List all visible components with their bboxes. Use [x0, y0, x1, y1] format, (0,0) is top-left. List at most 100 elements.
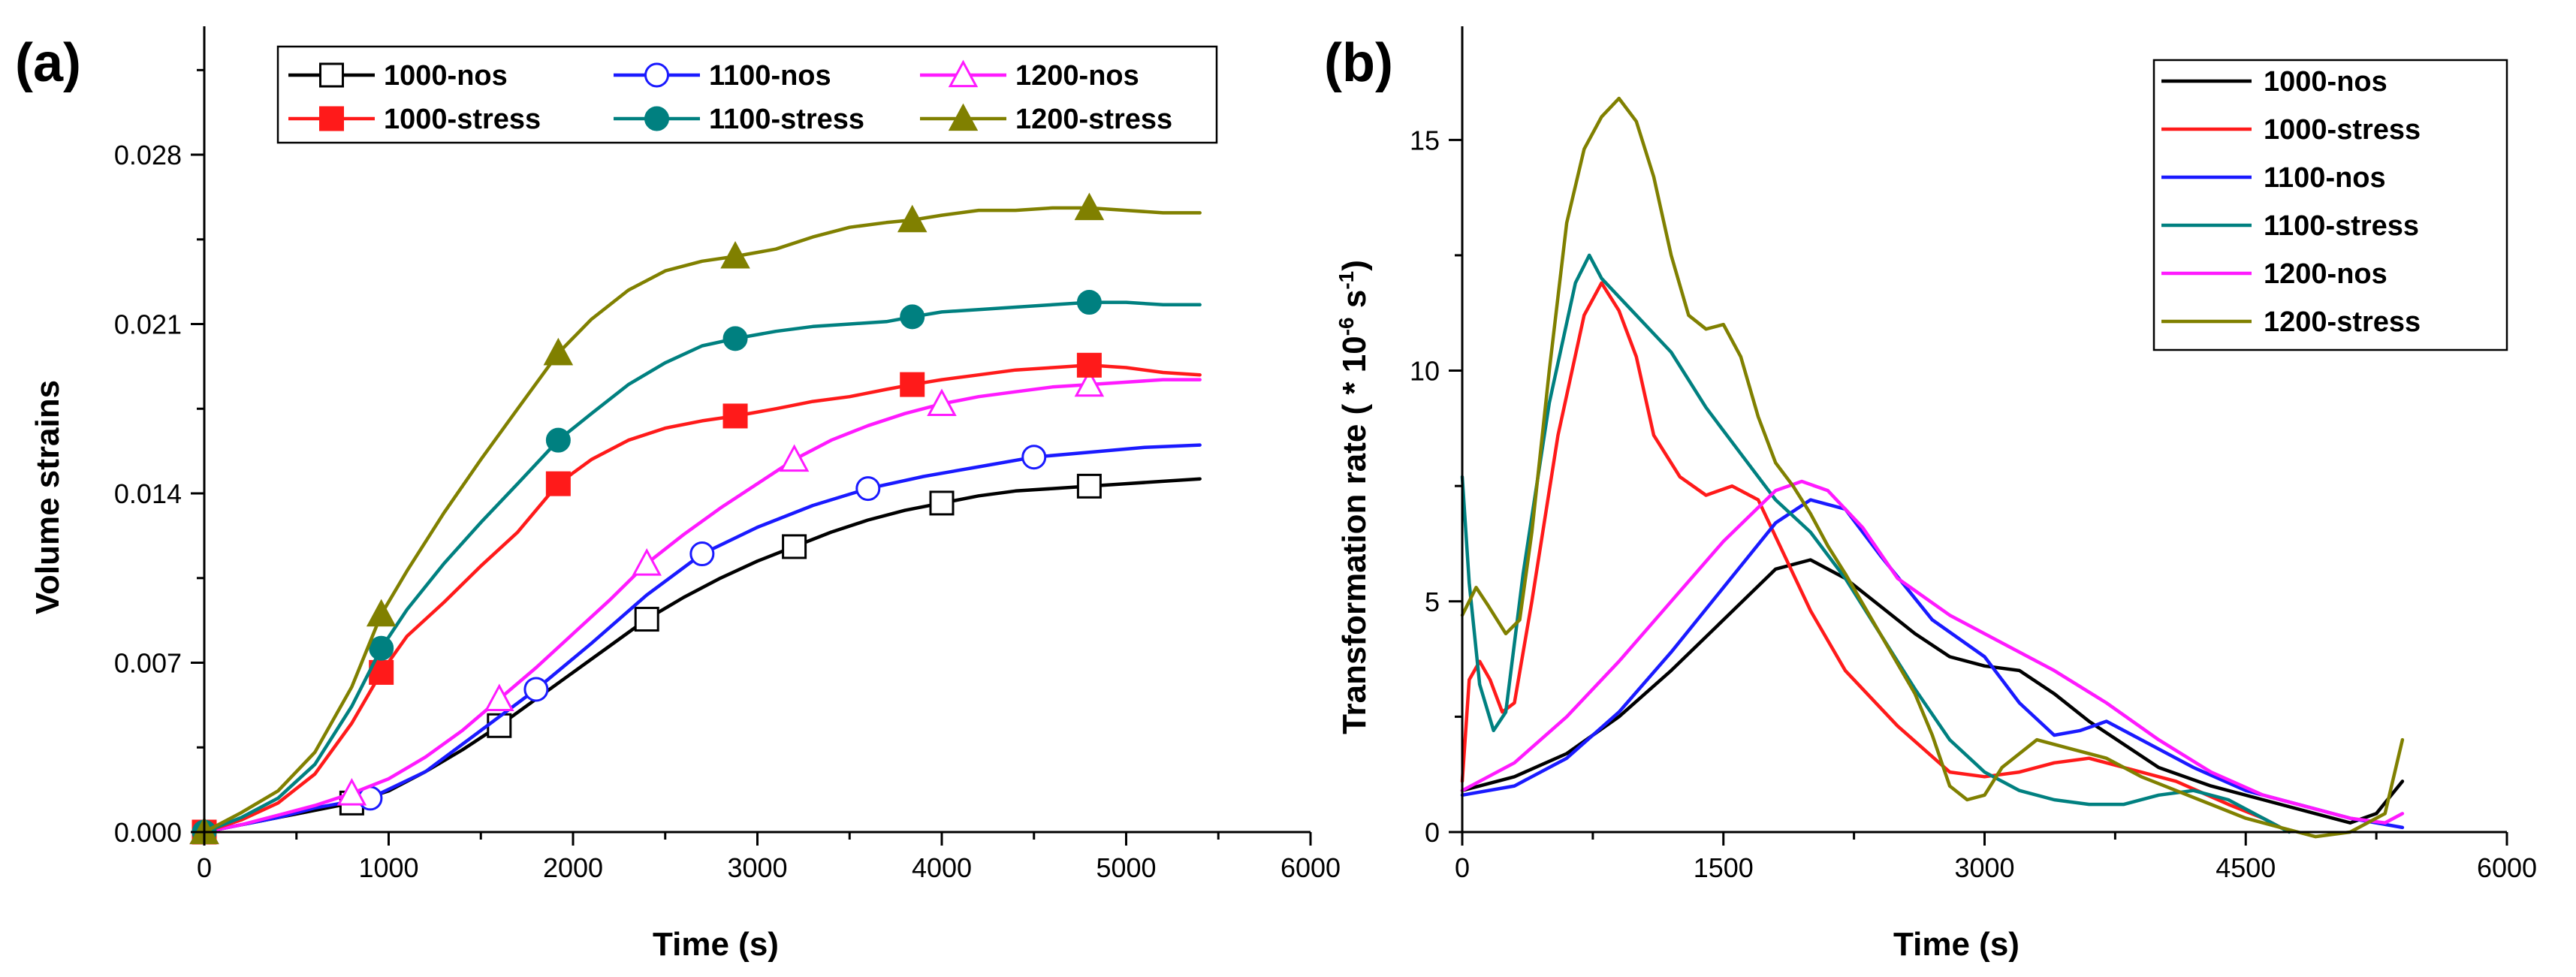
data-point-1200-stress [366, 599, 397, 627]
data-point-1000-stress [722, 403, 748, 429]
legend-label-1200-stress: 1200-stress [1015, 104, 1172, 135]
data-point-1100-stress [900, 304, 925, 330]
x-tick-label: 1500 [1694, 852, 1754, 883]
data-point-1000-stress [1076, 352, 1102, 378]
series-line-1200-nos [202, 378, 1202, 834]
data-point-1100-stress [369, 635, 394, 661]
legend-label-1200-nos: 1200-nos [2264, 258, 2387, 290]
x-tick-label: 6000 [2477, 852, 2537, 883]
panel-a-y-axis-title: Volume strains [29, 380, 66, 614]
legend-marker-1100-stress [644, 106, 669, 131]
panel-a-series [189, 192, 1202, 845]
series-line-1000-stress [1460, 281, 2282, 830]
panel-b-y-title-prefix: Transformation rate ( * 10 [1336, 336, 1373, 734]
x-tick-label: 0 [1455, 852, 1470, 883]
data-point-1100-nos [689, 541, 715, 567]
x-tick-label: 3000 [1954, 852, 2014, 883]
data-point-1200-nos [336, 778, 367, 806]
series-line-1000-nos [1460, 558, 2405, 825]
data-point-1200-nos [632, 548, 662, 576]
data-point-1000-nos [1076, 473, 1102, 499]
legend-label-1000-nos: 1000-nos [2264, 66, 2387, 98]
panel-a-axes: 0 1000 2000 3000 4000 5000 6000 0.000 0.007 0.014… [114, 26, 1341, 883]
data-point-1100-stress [1076, 290, 1102, 315]
legend-marker-1200-stress [948, 103, 979, 131]
legend-label-1000-stress: 1000-stress [2264, 114, 2421, 146]
data-point-1200-nos [927, 388, 957, 417]
data-point-1000-nos [929, 490, 955, 516]
data-point-1100-stress [545, 427, 571, 453]
data-point-1200-nos [1074, 369, 1105, 397]
legend-marker-1000-nos [319, 62, 344, 88]
legend-marker-1100-nos [644, 62, 669, 88]
panel-b-y-title-mid: s [1336, 290, 1373, 318]
y-tick-label: 0 [1425, 817, 1440, 848]
series-line-1200-stress [1460, 96, 2405, 839]
x-tick-label: 4000 [912, 852, 972, 883]
legend-label-1100-stress: 1100-stress [2264, 210, 2419, 242]
x-tick-label: 2000 [543, 852, 603, 883]
panel-a-legend: 1000-nos 1100-nos 1200-nos 1000-stress 1100-… [276, 45, 1218, 144]
panel-b-y-title-exp2: -1 [1335, 271, 1358, 290]
legend-label-1100-nos: 1100-nos [709, 60, 831, 92]
series-line-1100-nos [202, 443, 1202, 834]
data-point-1200-stress [543, 337, 574, 366]
x-tick-label: 5000 [1096, 852, 1156, 883]
legend-label-1000-stress: 1000-stress [384, 104, 541, 135]
data-point-1200-stress [1074, 192, 1105, 221]
series-line-1000-nos [202, 477, 1202, 834]
panel-b-legend: 1000-nos 1000-stress 1100-nos 1100-stress 12… [2152, 59, 2508, 351]
legend-label-1200-stress: 1200-stress [2264, 306, 2421, 338]
series-line-1000-stress [202, 363, 1202, 834]
legend-marker-1000-stress [319, 106, 344, 131]
panel-b-x-axis-title: Time (s) [1893, 926, 2019, 963]
panel-b-y-title-suffix: ) [1336, 260, 1373, 271]
legend-label-1100-nos: 1100-nos [2264, 162, 2386, 194]
legend-marker-1200-nos [948, 59, 979, 88]
panel-b-axes: 0 1500 3000 4500 6000 0 5 10 15 [1410, 26, 2537, 883]
panel-b-label: (b) [1324, 33, 1393, 93]
data-point-1200-stress [897, 204, 928, 233]
legend-label-1100-stress: 1100-stress [709, 104, 864, 135]
series-line-1100-stress [1460, 253, 2291, 834]
y-tick-label: 0.021 [114, 309, 182, 340]
data-point-1000-nos [782, 534, 807, 559]
y-tick-label: 0.014 [114, 478, 182, 509]
data-point-1200-nos [779, 444, 810, 472]
legend-box [276, 45, 1218, 144]
data-point-1100-nos [1021, 445, 1047, 470]
data-point-1100-nos [523, 677, 549, 702]
data-point-1000-stress [545, 471, 571, 496]
x-tick-label: 4500 [2216, 852, 2276, 883]
series-line-1200-nos [1460, 479, 2405, 825]
data-point-1100-nos [855, 476, 881, 502]
legend-label-1200-nos: 1200-nos [1015, 60, 1139, 92]
panel-b-y-axis-title: Transformation rate ( * 10-6 s-1) [1335, 260, 1373, 734]
data-point-1200-nos [484, 683, 514, 711]
y-tick-label: 0.007 [114, 648, 182, 679]
series-line-1100-stress [202, 300, 1202, 834]
panel-a-x-axis-title: Time (s) [653, 926, 779, 963]
x-tick-label: 0 [197, 852, 212, 883]
panel-b: (b) 0 1500 3000 4500 6000 0 5 10 15 Time (s) Tra… [1324, 26, 2537, 963]
series-line-1200-stress [202, 206, 1202, 834]
panel-a: (a) 0 1000 2000 3000 4000 5000 60000.0000.0070… [15, 26, 1341, 963]
y-tick-label: 0.000 [114, 817, 182, 848]
data-point-1100-stress [722, 326, 748, 351]
y-tick-label: 10 [1410, 356, 1440, 387]
x-tick-label: 1000 [358, 852, 418, 883]
y-tick-label: 0.028 [114, 140, 182, 170]
data-point-1000-stress [900, 372, 925, 397]
data-point-1200-stress [720, 240, 750, 269]
legend-label-1000-nos: 1000-nos [384, 60, 508, 92]
panel-b-y-title-exp1: -6 [1335, 317, 1358, 336]
panel-a-label: (a) [15, 33, 81, 93]
series-line-1100-nos [1460, 498, 2405, 830]
y-tick-label: 5 [1425, 587, 1440, 617]
data-point-1000-nos [634, 607, 659, 632]
panel-b-series [1460, 96, 2405, 839]
x-tick-label: 6000 [1280, 852, 1341, 883]
y-tick-label: 15 [1410, 125, 1440, 155]
x-tick-label: 3000 [727, 852, 787, 883]
